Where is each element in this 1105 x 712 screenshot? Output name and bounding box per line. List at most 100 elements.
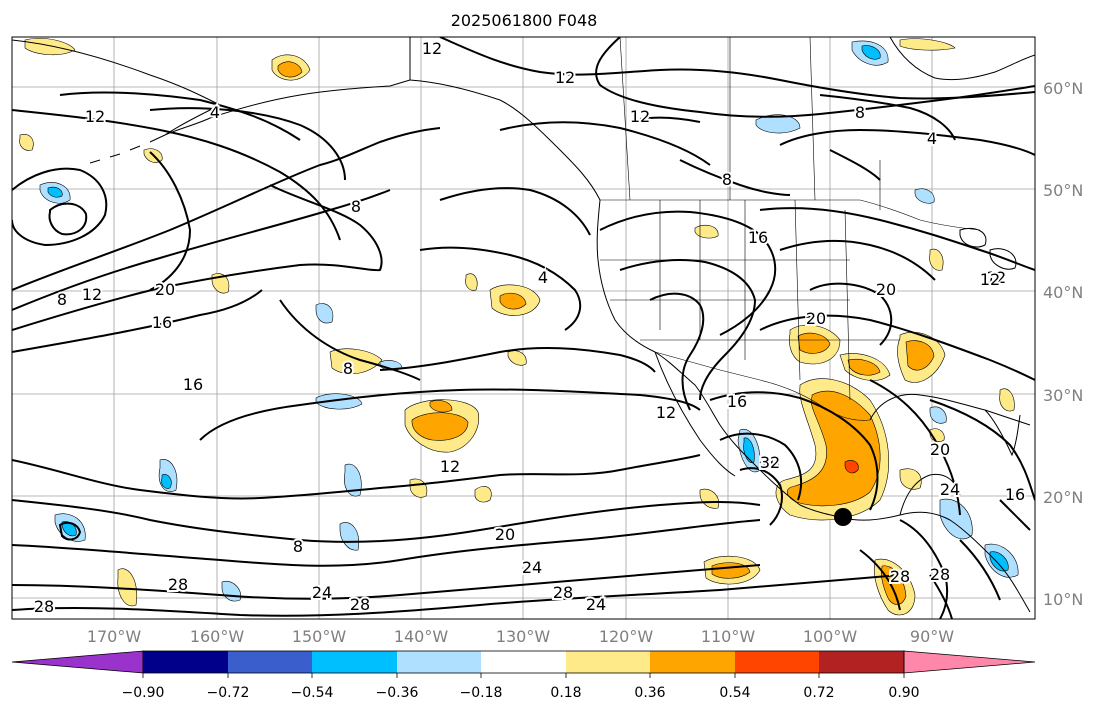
contour-label: 12 [422, 39, 442, 58]
contour-line [439, 187, 591, 236]
contour-label: 12 [440, 457, 460, 476]
colorbar-segment [312, 651, 397, 673]
lat-label-10n: 10°N [1043, 590, 1083, 609]
contour-line [739, 467, 783, 526]
great-lakes [959, 227, 1017, 270]
latitude-labels: 60°N 50°N 40°N 30°N 20°N 10°N [1043, 79, 1083, 609]
contour-line [869, 379, 961, 516]
contour-line [12, 184, 383, 331]
contour-line [59, 91, 301, 141]
contour-line [649, 292, 705, 411]
contour-label: 8 [293, 537, 303, 556]
colorbar-tick-label: 0.72 [803, 685, 834, 701]
hudson-bay-coastline [889, 37, 1035, 81]
contour-line [719, 432, 803, 501]
us-canada-border [600, 199, 981, 231]
contour-line [12, 454, 701, 500]
contour-line [809, 282, 893, 346]
contour-line [149, 107, 346, 181]
contour-line [819, 94, 956, 141]
colorbar-tick-labels: −0.90 −0.72 −0.54 −0.36 −0.18 0.18 0.36 … [122, 685, 920, 701]
contour-line [619, 259, 757, 401]
max-shading-marker [848, 462, 856, 472]
contour-line [959, 539, 1001, 601]
colorbar-segment [819, 651, 904, 673]
contour-label: 4 [210, 103, 220, 122]
shade-patch [429, 400, 453, 413]
shade-patch [755, 114, 801, 134]
colorbar-tick-label: −0.36 [376, 685, 419, 701]
contour-label: 28 [168, 575, 188, 594]
us-state-borders [600, 199, 900, 401]
canada-province-borders [619, 37, 881, 210]
colorbar [11, 650, 1036, 678]
contour-line [199, 388, 701, 441]
contour-label: 20 [495, 525, 515, 544]
shade-patch [847, 358, 881, 376]
contour-line [419, 246, 582, 331]
border-layer [409, 37, 981, 421]
contour-label: 16 [152, 313, 172, 332]
colorbar-extend-high [903, 650, 1036, 674]
shade-patch [19, 134, 34, 151]
us-mexico-border [654, 351, 871, 421]
colorbar-segment [228, 651, 312, 673]
contour-label: 24 [522, 558, 542, 577]
contour-line [499, 121, 711, 166]
gulf-of-california-coastline [654, 351, 736, 477]
lat-label-40n: 40°N [1043, 283, 1083, 302]
contour-line [149, 151, 192, 291]
contour-label: 24 [586, 595, 606, 614]
map-frame [11, 36, 1036, 620]
shade-patch [161, 474, 172, 489]
contour-label: 8 [855, 103, 865, 122]
contour-label: 12 [656, 403, 676, 422]
contour-line [12, 519, 761, 567]
contour-label: 24 [940, 480, 960, 499]
lon-label-150w: 150°W [292, 627, 347, 646]
florida-coastline [984, 409, 1021, 457]
contour-label: 16 [1005, 485, 1025, 504]
contour-line [379, 347, 656, 373]
colorbar-segment [481, 651, 566, 673]
contour-line [929, 399, 1035, 501]
shade-patch [277, 61, 303, 78]
map-title: 2025061800 F048 [451, 11, 598, 30]
contour-label: 4 [538, 268, 548, 287]
lon-label-110w: 110°W [701, 627, 756, 646]
shade-patch [344, 463, 362, 497]
shade-patch [939, 498, 973, 540]
shade-patch [47, 186, 63, 198]
contour-label: 12 [980, 270, 1000, 289]
contour-line [829, 149, 881, 181]
contour-line [12, 189, 391, 311]
colorbar-segment [650, 651, 735, 673]
contour-line [439, 37, 1035, 100]
colorbar-segment [566, 651, 650, 673]
contour-label: 24 [312, 583, 332, 602]
shade-patch [861, 45, 881, 60]
contour-label: 16 [727, 392, 747, 411]
contour-line [279, 299, 421, 381]
contour-layer [12, 37, 1035, 619]
contour-line [759, 207, 1035, 271]
lon-label-130w: 130°W [496, 627, 551, 646]
contour-line [709, 391, 879, 511]
longitude-labels: 170°W 160°W 150°W 140°W 130°W 120°W 110°… [87, 627, 954, 646]
shade-patch [989, 551, 1009, 572]
colorbar-tick-label: −0.90 [122, 685, 165, 701]
shade-patch [699, 488, 720, 509]
contour-label: 28 [350, 595, 370, 614]
aleutian-islands [89, 134, 166, 164]
contour-line [599, 210, 777, 336]
contour-line [12, 127, 441, 291]
colorbar-segment [397, 651, 481, 673]
contour-label: 8 [351, 197, 361, 216]
contour-line [679, 159, 791, 196]
colorbar-extend-low [11, 650, 144, 674]
contour-label: 20 [876, 280, 896, 299]
contour-line [12, 167, 108, 247]
colorbar-tick-label: −0.54 [291, 685, 334, 701]
contour-line [12, 499, 761, 543]
